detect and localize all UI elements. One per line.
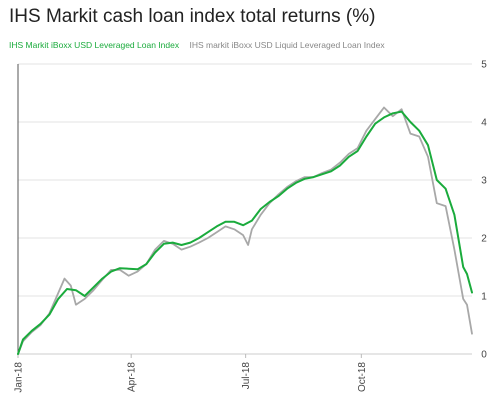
legend-entry-liquid-leveraged-loan-index: IHS markit iBoxx USD Liquid Leveraged Lo… [189,40,385,50]
y-tick-label: 4 [481,118,487,129]
y-tick-label: 2 [481,234,487,245]
y-tick-label: 3 [481,176,487,187]
x-tick-label: Jul-18 [241,362,252,390]
series-line-leveraged-loan-index [17,110,473,355]
gridlines [18,63,472,297]
tick-labels: 0 1 2 3 4 5 Jan-18 Apr-18 Jul-18 Oct-18 [14,60,488,393]
y-tick-label: 0 [481,350,487,361]
series-lines [17,106,473,355]
series-line-liquid-leveraged-loan-index [17,106,473,355]
y-tick-label: 5 [481,60,487,71]
chart-legend: IHS Markit iBoxx USD Leveraged Loan Inde… [9,40,393,50]
axes [17,64,472,358]
legend-entry-leveraged-loan-index: IHS Markit iBoxx USD Leveraged Loan Inde… [9,40,180,50]
x-tick-label: Apr-18 [127,362,138,392]
chart-title: IHS Markit cash loan index total returns… [9,6,376,27]
y-tick-label: 1 [481,292,487,303]
x-tick-label: Oct-18 [357,362,368,392]
x-tick-label: Jan-18 [14,362,25,393]
